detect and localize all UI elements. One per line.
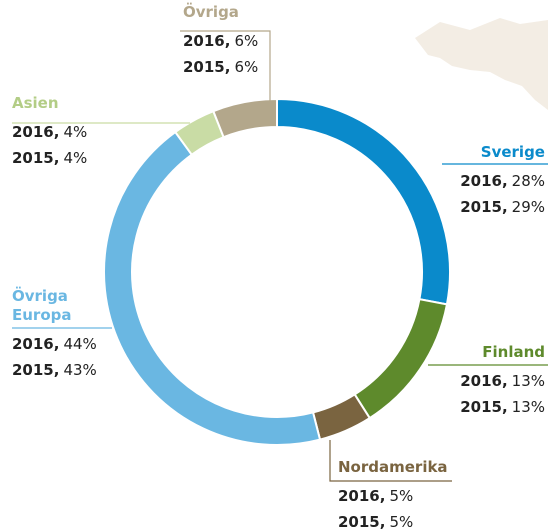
value-label: 6% [234,32,259,50]
value-label: 4% [63,123,88,141]
leader-line [180,30,271,102]
category-label: Övriga Europa [12,287,72,324]
series-name: 2015 [460,198,507,216]
value-label: 5% [389,513,414,530]
category-label: Nordamerika [338,458,448,476]
slice-label: Sverige201628%201529% [460,143,545,220]
leader-lines [12,30,548,482]
value-label: 4% [63,149,88,167]
value-line: 20154% [12,145,92,171]
donut [103,97,451,446]
value-line: 201513% [460,394,545,420]
value-line: 20166% [183,28,263,54]
series-name: 2016 [12,123,59,141]
value-line: 201644% [12,331,97,357]
value-label: 6% [234,58,259,76]
value-label: 13% [511,398,545,416]
value-line: 201543% [12,357,97,383]
map-decoration [415,18,548,110]
donut-segment [103,130,322,446]
donut-segment [212,97,278,139]
value-line: 20164% [12,119,92,145]
series-name: 2016 [12,335,59,353]
category-label: Övriga [183,3,239,21]
series-name: 2015 [12,361,59,379]
slice-label: Övriga20166%20156% [183,3,263,80]
leader-line [329,440,452,482]
value-line: 201628% [460,168,545,194]
category-label: Finland [482,343,545,361]
series-name: 2015 [460,398,507,416]
series-name: 2015 [12,149,59,167]
series-name: 2015 [183,58,230,76]
value-label: 28% [511,172,545,190]
value-label: 29% [511,198,545,216]
value-label: 13% [511,372,545,390]
series-name: 2016 [460,172,507,190]
slice-label: Övriga Europa201644%201543% [12,287,97,383]
slice-label: Finland201613%201513% [460,343,545,420]
series-name: 2016 [183,32,230,50]
value-line: 201529% [460,194,545,220]
value-line: 20165% [338,483,418,509]
donut-segment [276,97,451,306]
value-label: 43% [63,361,97,379]
series-name: 2015 [338,513,385,530]
value-line: 201613% [460,368,545,394]
series-name: 2016 [338,487,385,505]
value-line: 20156% [183,54,263,80]
value-line: 20155% [338,509,418,530]
category-label: Asien [12,94,59,112]
series-name: 2016 [460,372,507,390]
slice-label: Asien20164%20154% [12,94,92,171]
donut-segment [353,298,449,420]
value-label: 5% [389,487,414,505]
value-label: 44% [63,335,97,353]
category-label: Sverige [480,143,545,161]
slice-label: Nordamerika20165%20155% [338,458,448,530]
